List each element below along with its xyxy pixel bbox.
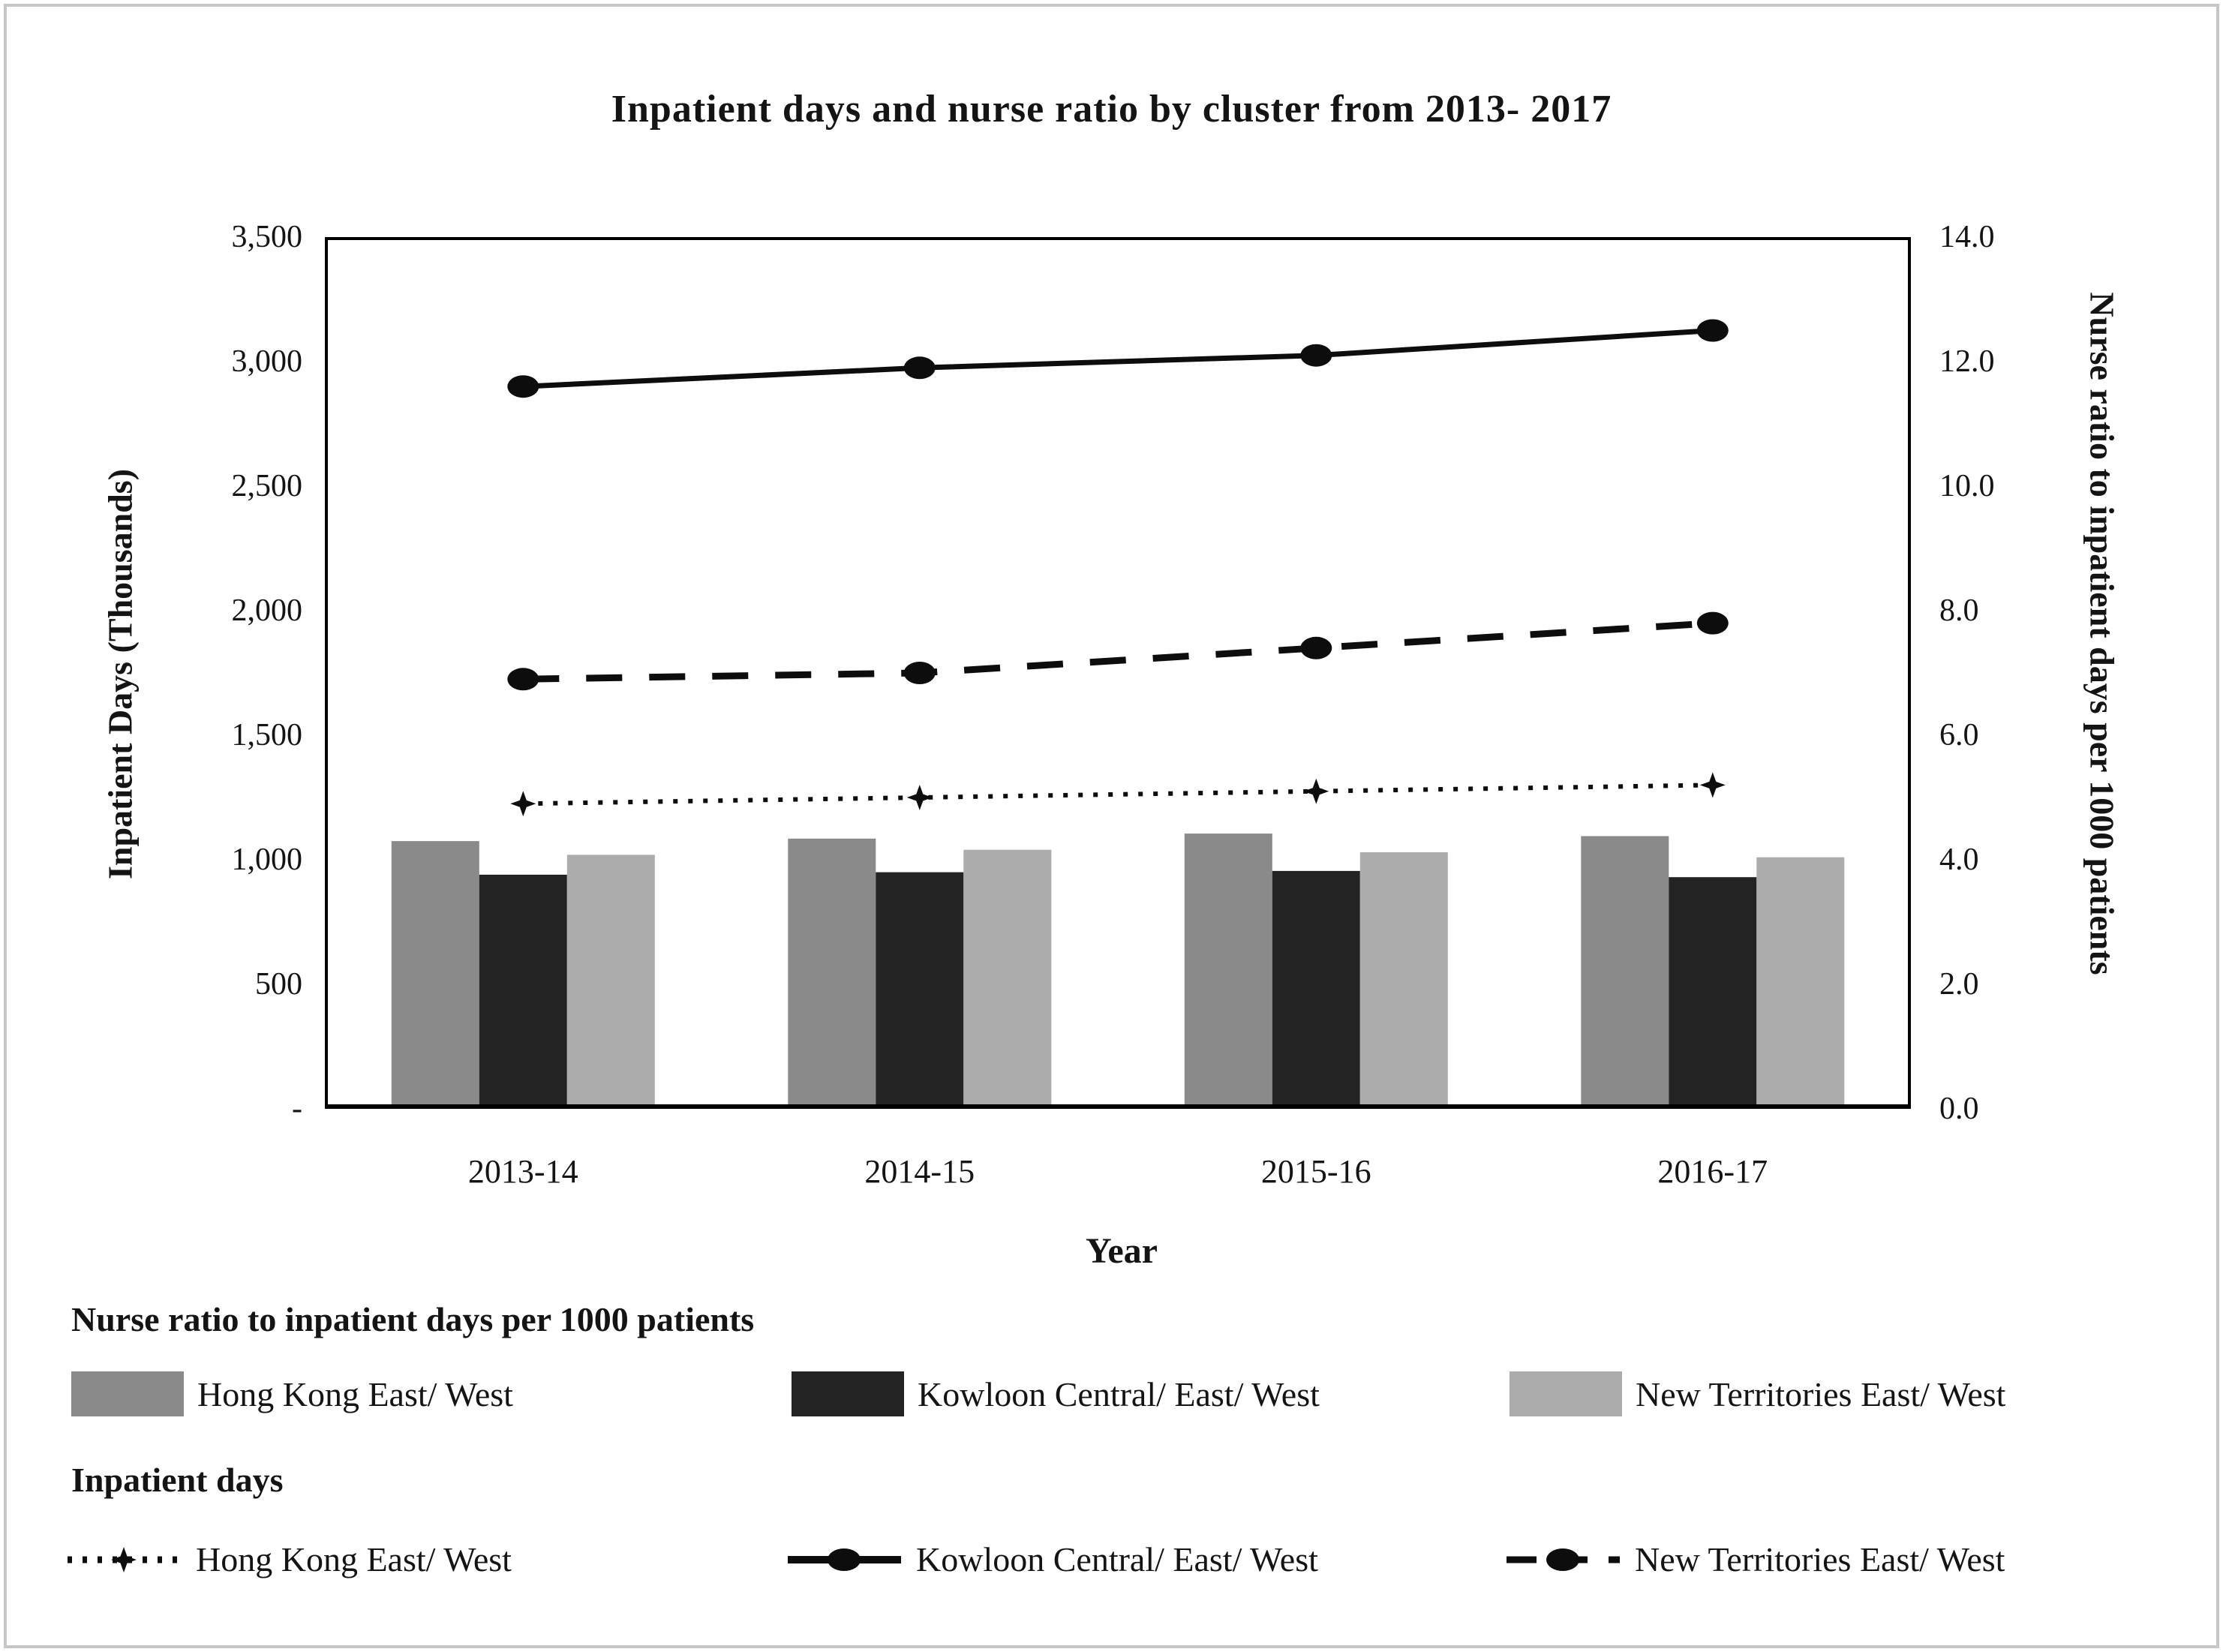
x-tick-label: 2014-15 (864, 1153, 975, 1190)
data-point-marker-circle (507, 375, 539, 398)
x-axis-title: Year (1086, 1231, 1158, 1271)
data-point-marker-circle (1300, 344, 1332, 367)
left-tick-label: 3,000 (231, 344, 303, 379)
line-solid (523, 328, 1714, 389)
left-tick-label: 2,000 (231, 593, 303, 628)
data-point-marker-circle (903, 356, 936, 380)
data-point-marker-circle (507, 668, 539, 691)
legend-line-item-label: New Territories East/ West (1635, 1540, 2005, 1578)
bar-kowloon-central-east-west (1272, 870, 1360, 1109)
legend-line-item-label: Hong Kong East/ West (196, 1540, 512, 1578)
legend-bar-item: Hong Kong East/ West (71, 1371, 513, 1416)
data-point-marker-star (906, 785, 933, 810)
data-point-marker-circle (1300, 636, 1332, 659)
line-dashed (523, 620, 1714, 683)
legend-line-item: Kowloon Central/ East/ West (786, 1539, 1318, 1579)
legend-line-item-label: Kowloon Central/ East/ West (916, 1540, 1318, 1578)
legend-bar-swatch (792, 1371, 904, 1416)
x-tick-label: 2013-14 (467, 1153, 578, 1190)
right-tick-label: 12.0 (1939, 344, 1995, 379)
x-tick-label: 2016-17 (1657, 1153, 1768, 1190)
bar-hong-kong-east-west (391, 841, 479, 1109)
right-tick-label: 8.0 (1939, 593, 1979, 628)
data-point-marker-star (1699, 772, 1726, 798)
bar-kowloon-central-east-west (479, 874, 567, 1109)
legend-bar-swatch (1510, 1371, 1622, 1416)
legend-marker-star (111, 1546, 137, 1572)
line-dotted (523, 782, 1713, 806)
bar-hong-kong-east-west (1184, 834, 1272, 1109)
right-tick-label: 10.0 (1939, 469, 1995, 503)
right-tick-label: 2.0 (1939, 967, 1979, 1002)
right-tick-label: 14.0 (1939, 220, 1995, 254)
left-tick-label: 1,500 (231, 718, 303, 752)
left-tick-label: - (292, 1092, 302, 1126)
bar-new-territories-east-west (1756, 857, 1845, 1109)
left-tick-label: 2,500 (231, 469, 303, 503)
chart-title: Inpatient days and nurse ratio by cluste… (611, 88, 1612, 131)
legend-header-lines: Inpatient days (71, 1461, 284, 1499)
right-tick-label: 4.0 (1939, 843, 1979, 877)
bar-hong-kong-east-west (1581, 836, 1669, 1109)
left-axis-title: Inpatient Days (Thousands) (101, 468, 140, 880)
legend-marker-circle (1546, 1548, 1579, 1571)
chart-plot-area (325, 237, 1911, 1109)
legend-dashed-line-swatch (1507, 1548, 1620, 1571)
legend-bar-item-label: Kowloon Central/ East/ West (918, 1374, 1320, 1413)
legend-bar-item-label: Hong Kong East/ West (197, 1374, 513, 1413)
data-point-marker-star (1303, 778, 1329, 804)
legend-marker-circle (828, 1548, 861, 1571)
right-tick-label: 0.0 (1939, 1092, 1979, 1126)
bar-new-territories-east-west (963, 849, 1052, 1109)
bar-kowloon-central-east-west (1669, 877, 1757, 1109)
right-tick-label: 6.0 (1939, 718, 1979, 752)
left-tick-label: 1,000 (231, 843, 303, 877)
left-tick-label: 3,500 (231, 220, 303, 254)
legend-solid-line-swatch (788, 1548, 901, 1571)
data-point-marker-circle (1696, 611, 1729, 635)
bar-new-territories-east-west (566, 855, 655, 1109)
bar-kowloon-central-east-west (876, 872, 964, 1109)
legend-line-item: Hong Kong East/ West (66, 1539, 512, 1579)
legend-bar-swatch (71, 1371, 184, 1416)
legend-line-item: New Territories East/ West (1505, 1539, 2005, 1579)
legend-bar-item: Kowloon Central/ East/ West (792, 1371, 1320, 1416)
bar-new-territories-east-west (1359, 852, 1448, 1109)
legend-bar-item-label: New Territories East/ West (1636, 1374, 2006, 1413)
legend-dotted-line-swatch (68, 1546, 181, 1572)
data-point-marker-circle (903, 662, 936, 684)
x-tick-label: 2015-16 (1260, 1153, 1371, 1190)
data-point-marker-star (510, 791, 536, 817)
legend-header-bars: Nurse ratio to inpatient days per 1000 p… (71, 1300, 755, 1338)
legend-bar-item: New Territories East/ West (1510, 1371, 2005, 1416)
left-tick-label: 500 (255, 967, 302, 1002)
data-point-marker-circle (1696, 319, 1729, 342)
bar-hong-kong-east-west (788, 838, 876, 1109)
